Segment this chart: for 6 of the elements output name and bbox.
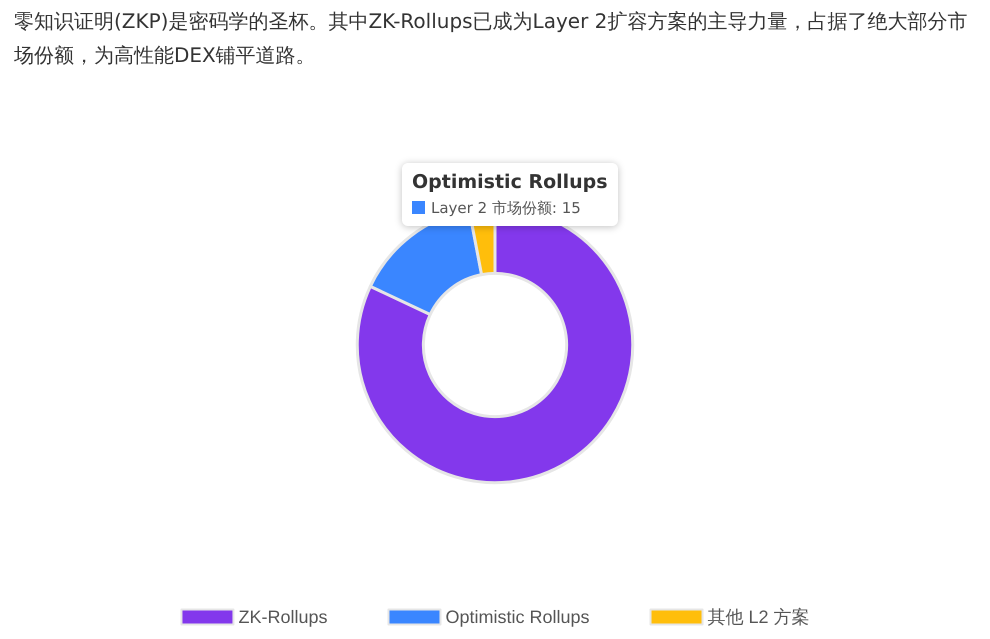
text: Optimistic Rollups	[412, 171, 608, 193]
legend-label: Optimistic Rollups	[445, 607, 590, 627]
text: Layer 2 市场份额: 15	[431, 199, 581, 217]
legend-label: 其他 L2 方案	[708, 607, 810, 627]
chart-title: 零知识证明(ZKP)是密码学的圣杯。其中ZK-Rollups已成为Layer 2扩容方案的主导力量，占据了绝大部分市场份额，为高性能DEX铺平道路。	[14, 8, 968, 69]
legend-label: ZK-Rollups	[238, 607, 328, 627]
